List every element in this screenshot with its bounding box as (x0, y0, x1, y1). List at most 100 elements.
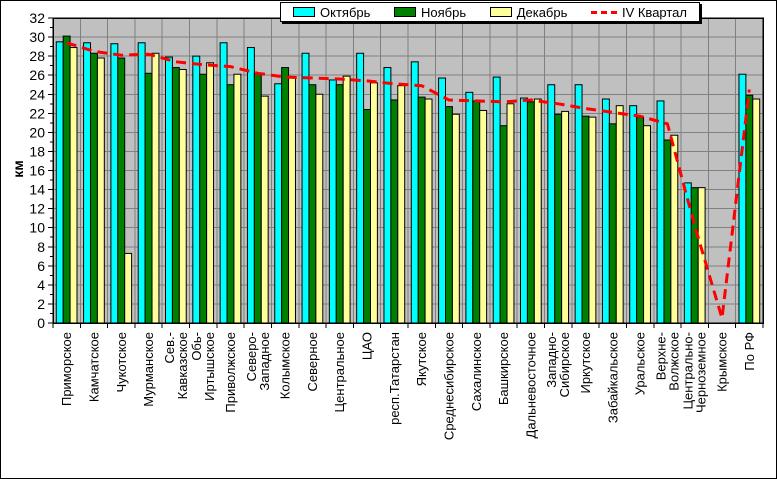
y-axis-title: км (10, 160, 26, 178)
legend: Октябрь Ноябрь Декабрь IV Квартал (280, 2, 700, 22)
bar-декабрь (561, 110, 570, 324)
bar-декабрь (315, 93, 324, 324)
x-axis-label: Мурманское (141, 332, 156, 407)
bar-ноябрь (417, 96, 426, 324)
bar-ноябрь (62, 35, 71, 324)
bar-декабрь (424, 98, 433, 324)
bar-декабрь (69, 47, 78, 324)
legend-color-swatch (393, 7, 416, 17)
x-axis-label: Северо- (244, 332, 259, 381)
x-axis-label: Приморское (59, 332, 74, 406)
bar-октябрь (601, 98, 610, 324)
y-axis-tick-label: 0 (37, 315, 45, 331)
x-axis-label: Центральное (332, 332, 347, 412)
bar-декабрь (233, 73, 242, 324)
quarter-line (66, 41, 751, 319)
bar-декабрь (752, 98, 761, 324)
x-axis-label: Колымское (278, 332, 293, 399)
x-axis-label: Забайкальское (605, 332, 620, 423)
bar-декабрь (533, 98, 542, 324)
bar-ноябрь (281, 67, 290, 324)
bar-ноябрь (499, 125, 508, 324)
x-axis-label: Западное (257, 332, 272, 391)
bar-ноябрь (554, 113, 563, 324)
bar-ноябрь (363, 109, 371, 324)
legend-item-label: IV Квартал (621, 4, 687, 20)
y-axis-tick-label: 22 (29, 105, 45, 121)
y-axis-tick-label: 10 (29, 220, 45, 236)
bar-октябрь (492, 76, 501, 324)
bar-ноябрь (663, 139, 672, 324)
y-axis-tick-label: 32 (29, 10, 45, 26)
y-axis-tick-label: 8 (37, 239, 45, 255)
legend-color-swatch (489, 7, 512, 17)
bar-ноябрь (117, 57, 126, 324)
bar-ноябрь (253, 72, 262, 324)
bar-ноябрь (444, 106, 453, 324)
bar-ноябрь (89, 52, 98, 324)
bar-октябрь (410, 61, 419, 324)
bar-декабрь (206, 62, 215, 324)
y-axis-tick-label: 16 (29, 163, 45, 179)
x-axis-label: респ.Татарстан (387, 332, 402, 425)
x-axis-label: Камчатское (86, 332, 101, 402)
bar-декабрь (124, 252, 133, 324)
bar-ноябрь (472, 100, 481, 324)
bar-октябрь (328, 79, 337, 324)
bar-декабрь (643, 125, 651, 324)
bar-октябрь (219, 42, 228, 324)
bar-ноябрь (226, 84, 235, 324)
bar-ноябрь (199, 73, 208, 324)
y-axis-tick-label: 4 (37, 277, 45, 293)
x-axis-label: Черноземное (694, 332, 709, 413)
bar-октябрь (83, 42, 91, 324)
y-axis-tick-label: 26 (29, 67, 45, 83)
x-axis-label: Иркутское (578, 332, 593, 394)
legend-dash-sample (590, 10, 617, 14)
bar-октябрь (547, 84, 556, 324)
bar-декабрь (369, 82, 378, 324)
x-axis-label: Северное (305, 332, 320, 391)
x-axis-label: Волжское (666, 332, 681, 391)
x-axis-label: Крымское (715, 332, 730, 392)
bar-декабрь (178, 68, 187, 324)
bar-октябрь (301, 52, 310, 324)
x-axis-label: Иртышское (202, 332, 217, 401)
y-axis-tick-label: 30 (29, 29, 45, 45)
x-axis-label: Дальневосточное (523, 332, 538, 438)
bar-декабрь (342, 75, 351, 324)
bar-октябрь (520, 97, 528, 324)
bar-ноябрь (526, 101, 535, 324)
bar-октябрь (110, 43, 119, 324)
bar-ноябрь (581, 115, 590, 324)
bar-ноябрь (171, 67, 180, 324)
bar-октябрь (574, 84, 583, 324)
bar-декабрь (288, 76, 296, 324)
bar-декабрь (260, 95, 269, 324)
bar-ноябрь (335, 84, 344, 324)
x-axis-label: Башкирское (496, 332, 511, 405)
x-axis-label: По РФ (742, 332, 757, 371)
y-axis-tick-label: 24 (29, 86, 45, 102)
bar-октябрь (656, 100, 665, 324)
bar-ноябрь (690, 187, 699, 324)
legend-item: Декабрь (489, 5, 567, 20)
bar-октябрь (274, 83, 283, 324)
x-axis-label: Сев.- (162, 332, 177, 363)
x-axis-label: Сибирское (557, 332, 572, 397)
bar-октябрь (383, 67, 392, 324)
x-axis-label: Приволжское (223, 332, 238, 413)
legend-item: IV Квартал (590, 4, 687, 20)
bar-ноябрь (390, 99, 399, 324)
legend-item: Ноябрь (393, 5, 466, 20)
y-axis-tick-label: 18 (29, 143, 45, 159)
bar-декабрь (697, 187, 706, 324)
x-axis-label: Кавказское (175, 332, 190, 399)
bar-ноябрь (308, 84, 317, 324)
bar-октябрь (356, 52, 365, 324)
bar-октябрь (165, 56, 173, 324)
y-axis-tick-label: 28 (29, 48, 45, 64)
x-axis-label: ЦАО (360, 332, 375, 360)
